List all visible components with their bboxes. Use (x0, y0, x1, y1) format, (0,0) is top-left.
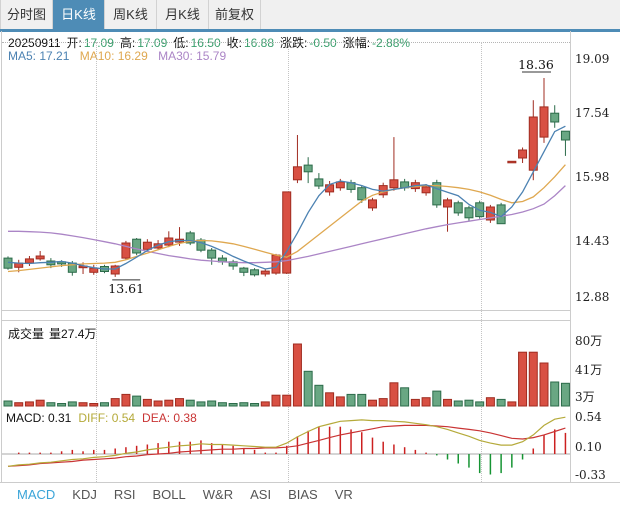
indicator-bias[interactable]: BIAS (288, 487, 318, 502)
indicator-boll[interactable]: BOLL (152, 487, 186, 502)
change-pct-label: 涨幅: (342, 36, 371, 50)
volume-tick-2: 41万 (575, 363, 603, 377)
price-volume-separator (2, 310, 570, 311)
diff-line (7, 416, 566, 467)
change-pct-value: -2.88% (372, 36, 411, 50)
macd-value: MACD: 0.31 (6, 411, 72, 425)
axis-divider (570, 31, 571, 482)
close-value: 16.88 (243, 36, 274, 50)
macd-tick-1: 0.54 (575, 410, 602, 424)
change-value: -0.50 (309, 36, 337, 50)
price-chart-canvas[interactable]: 13.61 18.36 (2, 42, 570, 310)
low-annotation: 13.61 (108, 281, 144, 296)
macd-histogram (17, 426, 567, 475)
price-panel-top-gridline (2, 42, 570, 43)
volume-chart-canvas[interactable] (2, 322, 570, 407)
indicator-macd[interactable]: MACD (17, 487, 56, 502)
change-label: 涨跌: (280, 36, 308, 50)
ohlc-header: 20250911 开: 17.09 高: 17.09 低: 16.50 收: 16.88 涨跌: -… (8, 34, 410, 51)
tab-forward-adjusted[interactable]: 前复权 (209, 0, 261, 29)
price-tick-4: 14.43 (575, 234, 610, 248)
dea-value: DEA: 0.38 (142, 411, 197, 425)
volume-bars (3, 343, 570, 407)
vertical-gridline-3 (481, 42, 482, 482)
tab-daily-kline[interactable]: 日K线 (53, 0, 105, 29)
indicator-asi[interactable]: ASI (250, 487, 272, 502)
vertical-gridline-1 (96, 42, 97, 482)
ma10-line (7, 164, 566, 273)
volume-tick-1: 80万 (575, 334, 603, 348)
macd-tick-2: 0.10 (575, 440, 602, 454)
open-value: 17.09 (83, 36, 114, 50)
active-tab-underline (0, 29, 620, 32)
volume-title: 成交量 (8, 327, 45, 341)
candles (3, 78, 570, 277)
volume-tick-3: 3万 (575, 390, 595, 404)
dea-line (7, 424, 566, 467)
macd-tick-3: -0.33 (575, 468, 606, 482)
diff-value: DIFF: 0.54 (78, 411, 136, 425)
high-value: 17.09 (137, 36, 168, 50)
volume-panel-top-border (2, 320, 570, 321)
low-label: 低: (173, 36, 189, 50)
date-label: 20250911 (8, 36, 61, 50)
macd-panel-label: MACD: 0.31 DIFF: 0.54 DEA: 0.38 (6, 411, 197, 425)
indicator-vr[interactable]: VR (334, 487, 353, 502)
indicator-kdj[interactable]: KDJ (72, 487, 97, 502)
price-tick-3: 15.98 (575, 170, 610, 184)
close-label: 收: (226, 36, 242, 50)
volume-panel-label: 成交量 量27.4万 (8, 325, 96, 342)
high-label: 高: (119, 36, 136, 50)
low-value: 16.50 (190, 36, 221, 50)
tab-timeline[interactable]: 分时图 (0, 0, 53, 29)
open-label: 开: (66, 36, 82, 50)
indicator-bar: MACD KDJ RSI BOLL W&R ASI BIAS VR (0, 482, 620, 506)
indicator-rsi[interactable]: RSI (113, 487, 136, 502)
ma5-legend: MA5: 17.21 (8, 49, 70, 63)
period-tab-bar: 分时图 日K线 周K线 月K线 前复权 (0, 0, 620, 29)
ma5-line (7, 125, 566, 270)
indicator-wr[interactable]: W&R (202, 487, 234, 502)
price-tick-1: 19.09 (575, 52, 610, 66)
tab-monthly-kline[interactable]: 月K线 (157, 0, 209, 29)
ma30-legend: MA30: 15.79 (158, 49, 227, 63)
price-tick-2: 17.54 (575, 106, 610, 120)
chart-left-border (1, 31, 2, 482)
volume-value: 量27.4万 (49, 327, 97, 341)
ma30-line (8, 185, 566, 264)
tab-weekly-kline[interactable]: 周K线 (105, 0, 157, 29)
high-annotation: 18.36 (518, 57, 554, 72)
price-tick-5: 12.88 (575, 290, 610, 304)
macd-chart-canvas[interactable] (2, 408, 570, 482)
